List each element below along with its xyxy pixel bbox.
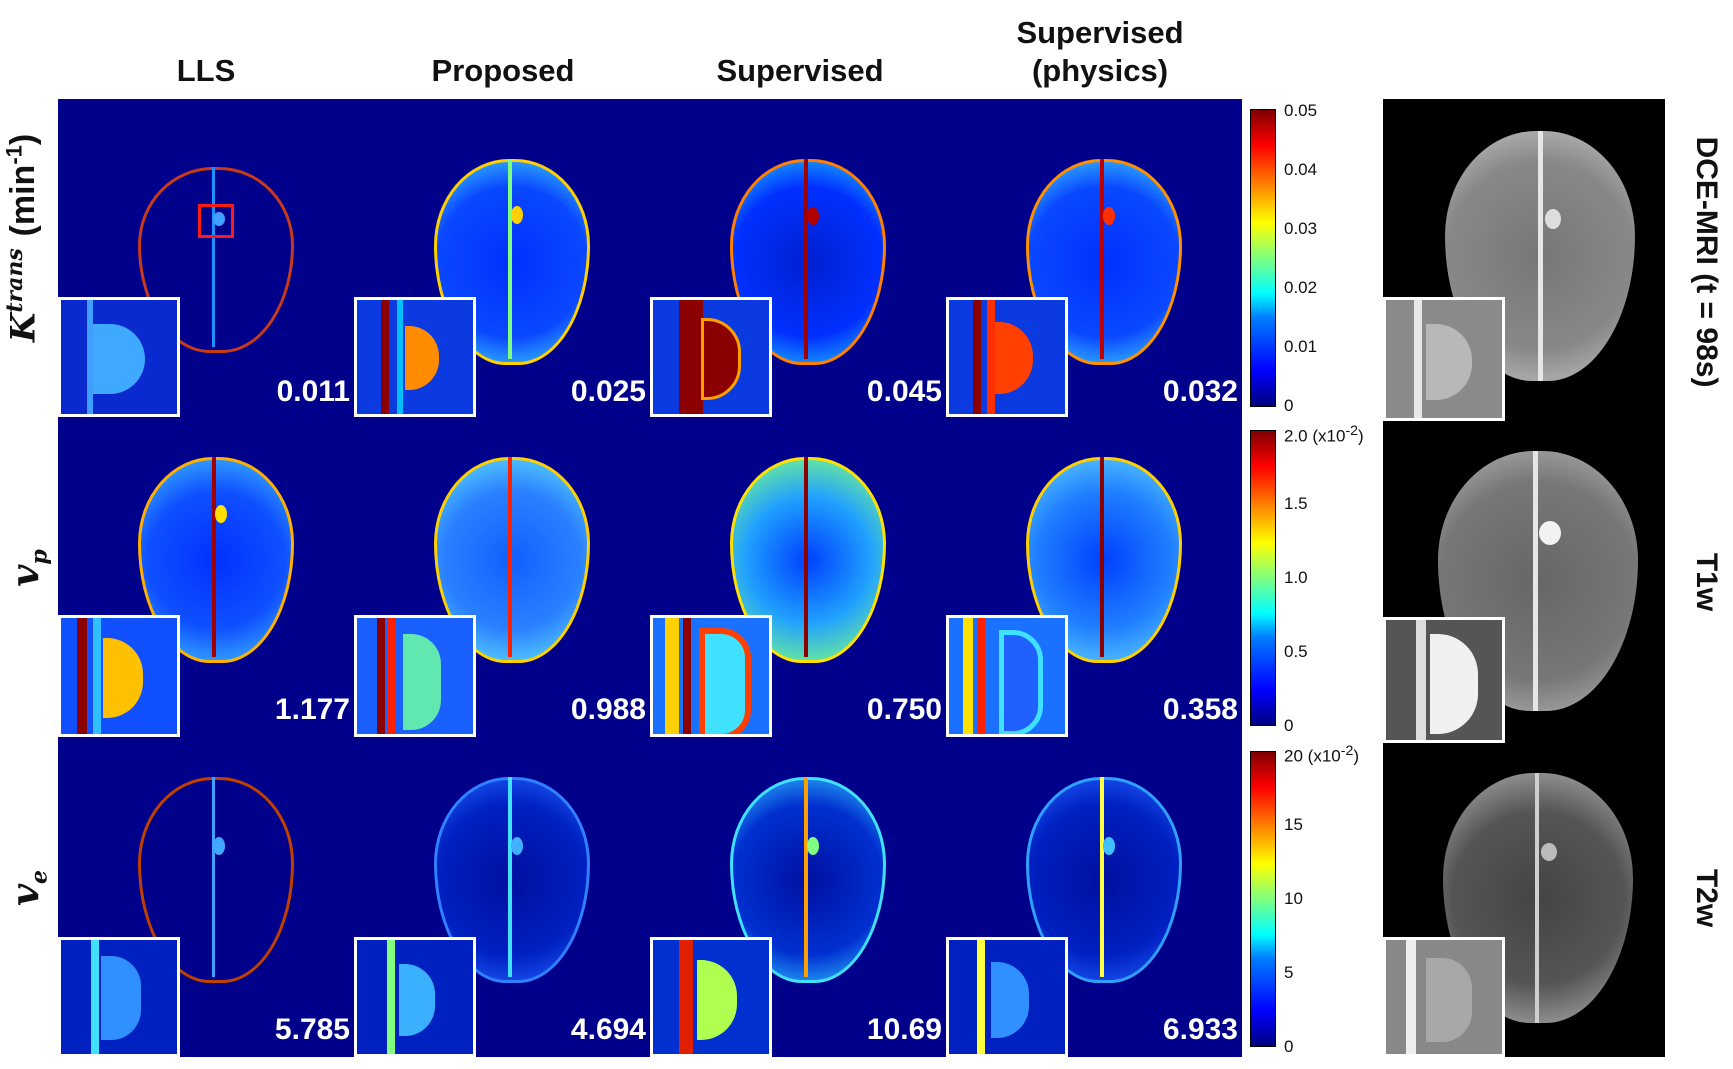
zoom-inset bbox=[58, 297, 180, 417]
lesion bbox=[807, 207, 819, 225]
error-value: 4.694 bbox=[570, 1013, 646, 1046]
colorbar-tick: 1.0 bbox=[1284, 568, 1308, 587]
parameter-map-grid: 0.011 0.025 0.045 0.032 bbox=[58, 99, 1242, 1057]
error-value: 6.933 bbox=[1162, 1013, 1238, 1046]
brain-map bbox=[138, 457, 294, 663]
colorbar-tick: 0.02 bbox=[1284, 278, 1318, 297]
colorbar-gradient bbox=[1250, 109, 1276, 407]
midline bbox=[1100, 159, 1104, 359]
reference-t1w bbox=[1383, 421, 1665, 743]
colorbar-tick: 0.01 bbox=[1284, 337, 1318, 356]
error-value: 5.785 bbox=[274, 1013, 350, 1046]
midline bbox=[804, 777, 808, 977]
zoom-inset bbox=[354, 937, 476, 1057]
error-value: 0.045 bbox=[866, 375, 942, 408]
map-ve-proposed: 4.694 bbox=[354, 737, 650, 1057]
map-ktrans-lls: 0.011 bbox=[58, 99, 354, 417]
map-vp-lls: 1.177 bbox=[58, 417, 354, 737]
lesion bbox=[213, 837, 225, 855]
midline bbox=[1100, 457, 1104, 657]
midline bbox=[212, 777, 215, 977]
map-ktrans-supervised-physics: 0.032 bbox=[946, 99, 1242, 417]
zoom-inset bbox=[946, 615, 1068, 737]
map-ve-supervised-physics: 6.933 bbox=[946, 737, 1242, 1057]
colorbar-tick: 0 bbox=[1284, 396, 1294, 415]
zoom-inset bbox=[1383, 297, 1505, 421]
zoom-inset bbox=[354, 297, 476, 417]
column-title-lls: LLS bbox=[176, 53, 236, 88]
error-value: 0.988 bbox=[570, 693, 646, 726]
colorbar-gradient bbox=[1250, 430, 1276, 726]
lesion bbox=[1103, 207, 1115, 225]
zoom-inset bbox=[58, 937, 180, 1057]
reference-label-t2w: T2w bbox=[1690, 868, 1723, 928]
row-label-ktrans: Ktrans (min-1) bbox=[2, 133, 44, 343]
error-value: 1.177 bbox=[274, 693, 350, 726]
map-ktrans-proposed: 0.025 bbox=[354, 99, 650, 417]
reference-label-t1w: T1w bbox=[1690, 552, 1723, 612]
lesion bbox=[807, 837, 819, 855]
map-ktrans-supervised: 0.045 bbox=[650, 99, 946, 417]
colorbar-tick: 0.04 bbox=[1284, 160, 1318, 179]
column-title-supervised-physics: Supervised (physics) bbox=[1016, 15, 1184, 88]
midline bbox=[508, 159, 512, 359]
lesion bbox=[215, 505, 227, 523]
lesion bbox=[213, 212, 225, 226]
reference-label-dce: DCE-MRI (t = 98s) bbox=[1690, 136, 1723, 388]
midline bbox=[508, 457, 512, 657]
roi-box bbox=[198, 204, 234, 238]
brain-map bbox=[434, 777, 590, 983]
colorbar-tick: 0.05 bbox=[1284, 101, 1318, 120]
brain-map bbox=[1026, 777, 1182, 983]
colorbar-tick: 5 bbox=[1284, 963, 1294, 982]
map-ve-supervised: 10.69 bbox=[650, 737, 946, 1057]
row-label-vp: vp bbox=[2, 549, 53, 587]
midline bbox=[804, 159, 808, 359]
zoom-inset bbox=[650, 615, 772, 737]
error-value: 0.358 bbox=[1162, 693, 1238, 726]
zoom-inset bbox=[650, 937, 772, 1057]
error-value: 0.025 bbox=[570, 375, 646, 408]
zoom-inset bbox=[946, 937, 1068, 1057]
colorbar-tick: 2.0 (x10-2) bbox=[1284, 423, 1364, 446]
lesion bbox=[511, 837, 523, 855]
reference-dce-mri bbox=[1383, 99, 1665, 421]
map-vp-supervised: 0.750 bbox=[650, 417, 946, 737]
midline bbox=[804, 457, 808, 657]
row-label-ve: ve bbox=[2, 869, 53, 907]
colorbar-tick: 15 bbox=[1284, 815, 1303, 834]
error-value: 10.69 bbox=[866, 1013, 942, 1046]
map-vp-proposed: 0.988 bbox=[354, 417, 650, 737]
colorbar-tick: 0 bbox=[1284, 716, 1294, 735]
zoom-inset bbox=[1383, 937, 1505, 1057]
reference-t2w bbox=[1383, 743, 1665, 1057]
lesion bbox=[511, 206, 523, 224]
map-vp-supervised-physics: 0.358 bbox=[946, 417, 1242, 737]
midline bbox=[212, 167, 215, 347]
midline bbox=[212, 457, 216, 657]
zoom-inset bbox=[354, 615, 476, 737]
map-ve-lls: 5.785 bbox=[58, 737, 354, 1057]
colorbar-tick: 0.03 bbox=[1284, 219, 1318, 238]
error-value: 0.032 bbox=[1162, 375, 1238, 408]
zoom-inset bbox=[650, 297, 772, 417]
zoom-inset bbox=[58, 615, 180, 737]
lesion bbox=[1103, 837, 1115, 855]
column-title-supervised: Supervised bbox=[716, 53, 884, 88]
colorbar-tick: 0 bbox=[1284, 1037, 1294, 1056]
colorbar-tick: 0.5 bbox=[1284, 642, 1308, 661]
error-value: 0.011 bbox=[276, 375, 350, 408]
error-value: 0.750 bbox=[866, 693, 942, 726]
midline bbox=[1100, 777, 1104, 977]
colorbar-tick: 20 (x10-2) bbox=[1284, 743, 1359, 766]
midline bbox=[508, 777, 512, 977]
zoom-inset bbox=[1383, 617, 1505, 743]
colorbar-tick: 1.5 bbox=[1284, 494, 1308, 513]
colorbar-gradient bbox=[1250, 751, 1276, 1047]
zoom-inset bbox=[946, 297, 1068, 417]
column-title-proposed: Proposed bbox=[431, 53, 575, 88]
colorbar-tick: 10 bbox=[1284, 889, 1303, 908]
